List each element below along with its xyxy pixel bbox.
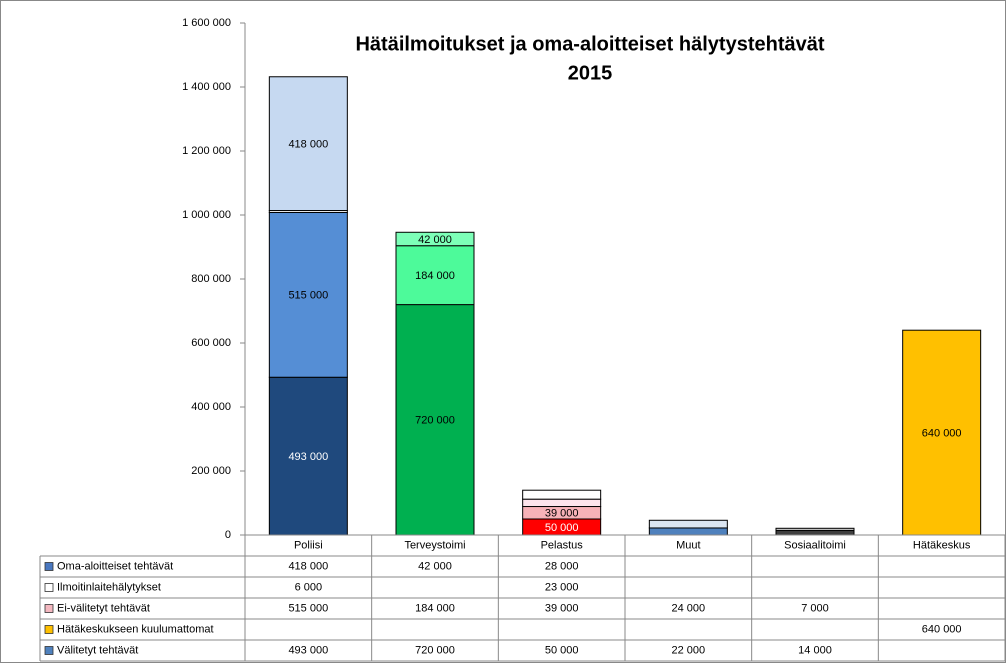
y-tick-label: 1 400 000	[182, 81, 231, 93]
bar-segment	[268, 211, 348, 378]
y-tick-label: 600 000	[191, 337, 231, 349]
table-value: 24 000	[672, 602, 706, 614]
data-label: 42 000	[418, 234, 452, 246]
legend-label: Hätäkeskukseen kuulumattomat	[57, 623, 214, 635]
legend-key	[44, 604, 54, 613]
chart-subtitle: 2015	[568, 62, 613, 84]
bar-segment	[775, 527, 855, 532]
y-tick-label: 200 000	[191, 465, 231, 477]
table-value: 50 000	[545, 644, 579, 656]
y-tick-label: 800 000	[191, 273, 231, 285]
table-value: 184 000	[415, 602, 455, 614]
legend-label: Välitetyt tehtävät	[57, 644, 138, 656]
bar-segment	[395, 231, 475, 247]
y-tick-label: 1 000 000	[182, 209, 231, 221]
legend-label: Ei-välitetyt tehtävät	[57, 602, 150, 614]
x-tick-label: Hätäkeskus	[913, 539, 971, 551]
table-value: 720 000	[415, 644, 455, 656]
bar-segment	[648, 519, 728, 529]
table-value: 28 000	[545, 560, 579, 572]
bar-segment	[395, 245, 475, 306]
legend-key	[44, 625, 54, 634]
table-value: 7 000	[801, 602, 829, 614]
y-tick-label: 0	[225, 529, 231, 541]
table-value: 6 000	[295, 581, 323, 593]
bar-segment	[775, 530, 855, 536]
bar-segment	[268, 376, 348, 536]
chart-title: Hätäilmoitukset ja oma-aloitteiset hälyt…	[355, 33, 824, 55]
legend-key	[44, 583, 54, 592]
bar-segment	[648, 527, 728, 536]
bar-segment	[902, 329, 982, 536]
x-tick-label: Pelastus	[541, 539, 584, 551]
legend-label: Ilmoitinlaitehälytykset	[57, 581, 161, 593]
bar-segment	[395, 304, 475, 536]
legend-key	[44, 646, 54, 655]
table-value: 23 000	[545, 581, 579, 593]
table-value: 418 000	[288, 560, 328, 572]
data-label: 720 000	[415, 415, 455, 427]
data-label: 50 000	[545, 522, 579, 534]
data-label: 640 000	[922, 428, 962, 440]
data-label: 39 000	[545, 508, 579, 520]
y-tick-label: 400 000	[191, 401, 231, 413]
y-tick-label: 1 600 000	[182, 17, 231, 29]
table-value: 22 000	[672, 644, 706, 656]
data-label: 418 000	[288, 139, 328, 151]
y-tick-label: 1 200 000	[182, 145, 231, 157]
x-tick-label: Terveystoimi	[404, 539, 465, 551]
data-label: 493 000	[288, 451, 328, 463]
table-value: 39 000	[545, 602, 579, 614]
table-value: 14 000	[798, 644, 832, 656]
legend-label: Oma-aloitteiset tehtävät	[57, 560, 173, 572]
table-value: 640 000	[922, 623, 962, 635]
bar-segment	[268, 76, 348, 212]
table-value: 493 000	[288, 644, 328, 656]
data-label: 515 000	[288, 290, 328, 302]
x-tick-label: Sosiaalitoimi	[784, 539, 846, 551]
data-label: 184 000	[415, 270, 455, 282]
bar-segment	[522, 489, 602, 500]
bar-segment	[522, 498, 602, 508]
table-value: 42 000	[418, 560, 452, 572]
x-tick-label: Muut	[676, 539, 700, 551]
x-tick-label: Poliisi	[294, 539, 323, 551]
table-value: 515 000	[288, 602, 328, 614]
legend-key	[44, 562, 54, 571]
